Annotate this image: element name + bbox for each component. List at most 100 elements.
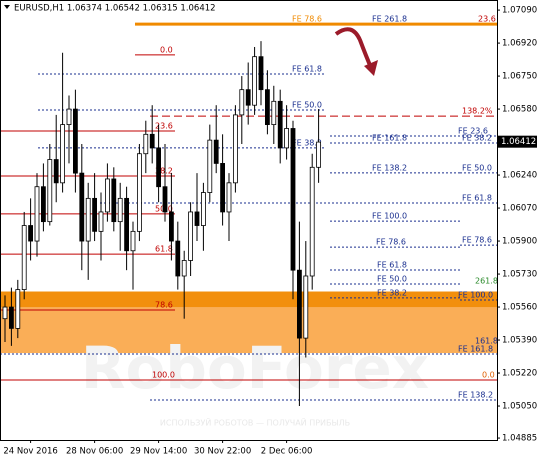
level-label: FE 38.2 bbox=[292, 138, 322, 147]
last-price-label: 1.06412 bbox=[501, 137, 536, 147]
candle-body bbox=[156, 147, 162, 188]
zone bbox=[0, 291, 497, 308]
level-label: 138.2% bbox=[462, 107, 493, 116]
candle-body bbox=[188, 211, 194, 261]
candle-body bbox=[111, 178, 117, 223]
candle-body bbox=[162, 186, 168, 213]
candle-body bbox=[316, 141, 322, 168]
menu-triangle bbox=[4, 5, 10, 9]
level-label: FE 50.0 bbox=[377, 274, 407, 283]
y-tick-label: 1.06240 bbox=[502, 171, 537, 181]
y-tick-label: 1.07090 bbox=[502, 6, 537, 16]
level-label: FE 50.0 bbox=[462, 163, 492, 172]
plot-frame bbox=[0, 0, 498, 441]
level-label: FE 100.0 bbox=[372, 212, 407, 221]
candle-body bbox=[47, 159, 53, 223]
candle-body bbox=[303, 275, 309, 339]
candle-body bbox=[181, 260, 187, 277]
y-tick-label: 1.04885 bbox=[502, 434, 537, 444]
level-label: 261.8 bbox=[475, 276, 498, 285]
y-tick-label: 1.05050 bbox=[502, 402, 537, 412]
candle-body bbox=[53, 159, 59, 184]
candle-body bbox=[2, 306, 8, 320]
level-label: 78.6 bbox=[155, 300, 173, 309]
y-tick-label: 1.06750 bbox=[502, 72, 537, 82]
candle-body bbox=[136, 153, 142, 232]
y-tick-label: 1.05730 bbox=[502, 270, 537, 280]
candle-body bbox=[28, 225, 34, 242]
level-label: FE 100.0 bbox=[458, 291, 493, 300]
candle-body bbox=[200, 192, 206, 226]
level-label: 61.8 bbox=[155, 245, 173, 254]
level-label: FE 138.2 bbox=[458, 391, 493, 400]
arrow-head bbox=[364, 60, 378, 76]
level-label: FE 78.6 bbox=[462, 236, 492, 245]
candle-body bbox=[117, 197, 123, 223]
candle-body bbox=[73, 108, 78, 174]
y-tick-label: 1.06070 bbox=[502, 204, 537, 214]
level-label: 23.6 bbox=[478, 15, 496, 24]
candle-body bbox=[21, 225, 27, 290]
watermark: RoboForex bbox=[81, 334, 429, 402]
candle-body bbox=[220, 163, 226, 213]
candle-body bbox=[8, 306, 14, 329]
candle-body bbox=[258, 56, 264, 91]
candle-body bbox=[213, 139, 219, 164]
zones bbox=[0, 291, 497, 354]
level-label: 100.0 bbox=[152, 371, 175, 380]
level-label: FE 23.6 bbox=[458, 127, 488, 136]
level-label: FE 61.8 bbox=[377, 260, 407, 269]
candle-body bbox=[239, 89, 245, 116]
candle-body bbox=[149, 133, 155, 149]
last-price-box bbox=[498, 135, 537, 148]
candle-body bbox=[79, 172, 85, 242]
level-label: FE 61.8 bbox=[462, 194, 492, 203]
candle-body bbox=[168, 211, 174, 242]
candle-body bbox=[194, 211, 200, 226]
x-tick-label: 30 Nov 22:00 bbox=[194, 447, 251, 457]
x-tick-label: 29 Nov 14:00 bbox=[130, 447, 187, 457]
candles bbox=[2, 41, 322, 407]
x-tick-label: 2 Dec 06:00 bbox=[261, 447, 313, 457]
level-label: 161.8 bbox=[475, 337, 498, 346]
y-tick-label: 1.05220 bbox=[502, 369, 537, 379]
candle-body bbox=[130, 230, 136, 252]
y-tick-label: 1.05560 bbox=[502, 303, 537, 313]
y-tick-label: 1.06580 bbox=[502, 105, 537, 115]
level-label: FE 138.2 bbox=[372, 163, 407, 172]
level-label: 38.2 bbox=[155, 167, 173, 176]
candle-body bbox=[277, 100, 283, 149]
candle-body bbox=[309, 166, 315, 277]
level-label: 23.6 bbox=[155, 122, 173, 131]
level-label: FE 38.2 bbox=[377, 288, 407, 297]
candle-body bbox=[143, 133, 149, 155]
candle-body bbox=[66, 108, 72, 126]
candle-body bbox=[34, 186, 40, 242]
candle-body bbox=[85, 197, 91, 242]
candle-body bbox=[226, 182, 232, 213]
x-tick-label: 24 Nov 2016 bbox=[3, 447, 57, 457]
candle-body bbox=[264, 89, 270, 126]
candle-body bbox=[41, 186, 46, 223]
level-label: FE 50.0 bbox=[292, 101, 322, 110]
candle-body bbox=[296, 269, 302, 339]
candle-body bbox=[124, 197, 129, 252]
candle-body bbox=[207, 139, 213, 193]
candle-body bbox=[252, 56, 258, 106]
y-tick-label: 1.05390 bbox=[502, 336, 537, 346]
candle-body bbox=[60, 124, 65, 184]
candle-body bbox=[98, 211, 104, 232]
candle-body bbox=[284, 128, 290, 149]
candle-body bbox=[15, 289, 21, 329]
level-label: FE 61.8 bbox=[292, 64, 322, 73]
level-label: 0.0 bbox=[482, 371, 495, 380]
candle-body bbox=[290, 128, 296, 271]
arrow bbox=[334, 27, 374, 71]
candle-body bbox=[175, 240, 181, 277]
level-label: FE 161.8 bbox=[372, 134, 407, 143]
axes: 24 Nov 2016 28 Nov 06:00 29 Nov 14:00 30 No… bbox=[3, 6, 537, 457]
level-label: FE 78.6 bbox=[376, 238, 406, 247]
level-label: FE 161.8 bbox=[458, 345, 493, 354]
level-label: FE 261.8 bbox=[372, 15, 407, 24]
